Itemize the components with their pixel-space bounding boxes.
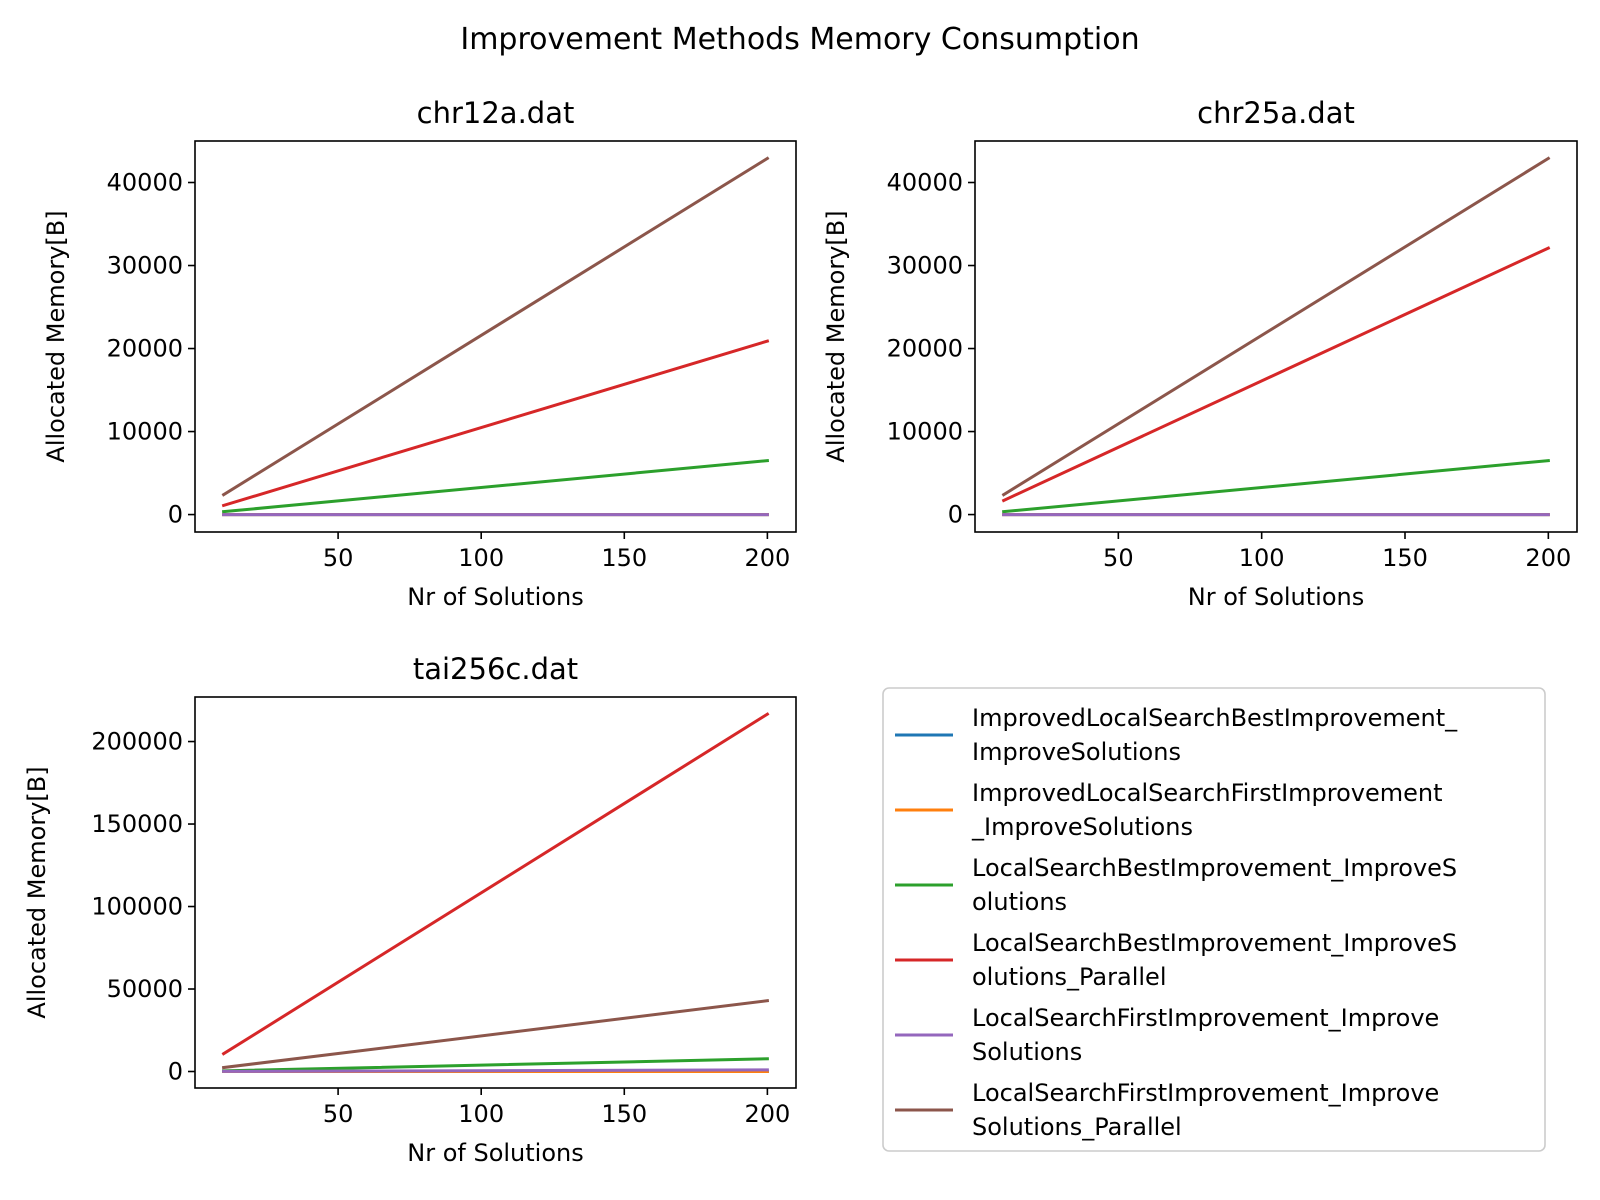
y-tick-label: 100000	[91, 893, 183, 921]
y-tick-label: 10000	[107, 418, 183, 446]
legend-label: LocalSearchBestImprovement_ImproveS	[972, 854, 1457, 882]
figure-title: Improvement Methods Memory Consumption	[460, 22, 1139, 57]
legend-label: ImprovedLocalSearchFirstImprovement	[972, 779, 1443, 807]
series-line-localsearchbestimprovement-improvesolutions-parallel	[1001, 246, 1551, 503]
legend-entry: LocalSearchBestImprovement_ImproveSoluti…	[895, 854, 1457, 916]
series-line-localsearchfirstimprovement-improvesolutions-parallel	[1001, 156, 1551, 497]
x-tick-label: 50	[323, 1100, 354, 1128]
x-tick-label: 50	[1103, 544, 1134, 572]
series-line-localsearchfirstimprovement-improvesolutions-parallel	[221, 999, 770, 1070]
legend-label: olutions_Parallel	[972, 963, 1166, 991]
y-axis-label: Allocated Memory[B]	[822, 210, 850, 462]
y-tick-label: 40000	[887, 169, 963, 197]
y-axis-label: Allocated Memory[B]	[23, 766, 51, 1018]
series-lines	[221, 156, 770, 517]
legend-label: Solutions_Parallel	[972, 1113, 1182, 1141]
subplot-tai256c-dat: tai256c.dat 50 100 150 200 0 50000 100000 150000…	[23, 652, 797, 1167]
series-line-localsearchbestimprovement-improvesolutions-parallel	[221, 712, 770, 1056]
x-tick-label: 150	[601, 544, 647, 572]
x-tick-label: 100	[1239, 544, 1285, 572]
x-tick-label: 50	[323, 544, 354, 572]
axes-frame	[974, 140, 1578, 533]
series-line-localsearchbestimprovement-improvesolutions	[221, 458, 770, 514]
legend-entry: LocalSearchBestImprovement_ImproveSoluti…	[895, 929, 1457, 991]
subplot-chr25a-dat: chr25a.dat 50 100 150 200 0 10000 20000 30000 400…	[822, 96, 1578, 611]
x-tick-label: 150	[1382, 544, 1428, 572]
x-tick-label: 200	[744, 1100, 790, 1128]
y-tick-label: 0	[168, 1058, 183, 1086]
y-tick-label: 200000	[91, 728, 183, 756]
series-line-localsearchfirstimprovement-improvesolutions	[222, 1068, 769, 1073]
x-axis-label: Nr of Solutions	[407, 1139, 583, 1167]
subplot-title: chr12a.dat	[417, 96, 575, 130]
legend-label: ImprovedLocalSearchBestImprovement_	[972, 704, 1458, 732]
series-line-localsearchbestimprovement-improvesolutions	[1002, 458, 1550, 514]
x-tick-label: 100	[458, 544, 504, 572]
y-tick-label: 40000	[107, 169, 183, 197]
y-tick-label: 30000	[887, 252, 963, 280]
y-tick-label: 150000	[91, 810, 183, 838]
series-line-localsearchfirstimprovement-improvesolutions-parallel	[221, 156, 770, 497]
legend: ImprovedLocalSearchBestImprovement_ Impro…	[882, 687, 1546, 1152]
x-tick-label: 150	[601, 1100, 647, 1128]
legend-label: LocalSearchBestImprovement_ImproveS	[972, 929, 1457, 957]
x-axis-label: Nr of Solutions	[1188, 583, 1364, 611]
legend-label: Solutions	[972, 1038, 1082, 1066]
x-tick-label: 200	[744, 544, 790, 572]
x-tick-label: 100	[458, 1100, 504, 1128]
legend-label: LocalSearchFirstImprovement_Improve	[972, 1079, 1439, 1107]
subplot-title: chr25a.dat	[1197, 96, 1355, 130]
series-line-localsearchbestimprovement-improvesolutions	[222, 1057, 769, 1073]
y-tick-label: 0	[948, 501, 963, 529]
legend-entry: LocalSearchFirstImprovement_Improve Solut…	[895, 1079, 1439, 1141]
y-tick-label: 0	[168, 501, 183, 529]
series-lines	[1001, 156, 1551, 517]
y-tick-label: 50000	[107, 975, 183, 1003]
series-line-localsearchbestimprovement-improvesolutions-parallel	[221, 339, 770, 508]
y-tick-label: 20000	[887, 335, 963, 363]
y-tick-label: 20000	[107, 335, 183, 363]
x-axis-label: Nr of Solutions	[407, 583, 583, 611]
legend-label: olutions	[972, 888, 1067, 916]
legend-label: _ImproveSolutions	[971, 813, 1193, 841]
axes-frame	[194, 696, 797, 1089]
legend-entry: LocalSearchFirstImprovement_Improve Solut…	[895, 1004, 1439, 1066]
legend-label: ImproveSolutions	[972, 738, 1181, 766]
legend-entry: ImprovedLocalSearchFirstImprovement _Impr…	[895, 779, 1443, 841]
y-tick-label: 10000	[887, 418, 963, 446]
subplot-title: tai256c.dat	[413, 652, 578, 686]
axes-frame	[194, 140, 797, 533]
subplot-chr12a-dat: chr12a.dat 50 100 150 200 0 10000 20000 30000 400…	[42, 96, 797, 611]
series-lines	[221, 712, 770, 1073]
legend-box	[882, 687, 1546, 1152]
legend-label: LocalSearchFirstImprovement_Improve	[972, 1004, 1439, 1032]
legend-entry: ImprovedLocalSearchBestImprovement_ Impro…	[895, 704, 1458, 766]
x-tick-label: 200	[1525, 544, 1571, 572]
y-tick-label: 30000	[107, 252, 183, 280]
y-axis-label: Allocated Memory[B]	[42, 210, 70, 462]
